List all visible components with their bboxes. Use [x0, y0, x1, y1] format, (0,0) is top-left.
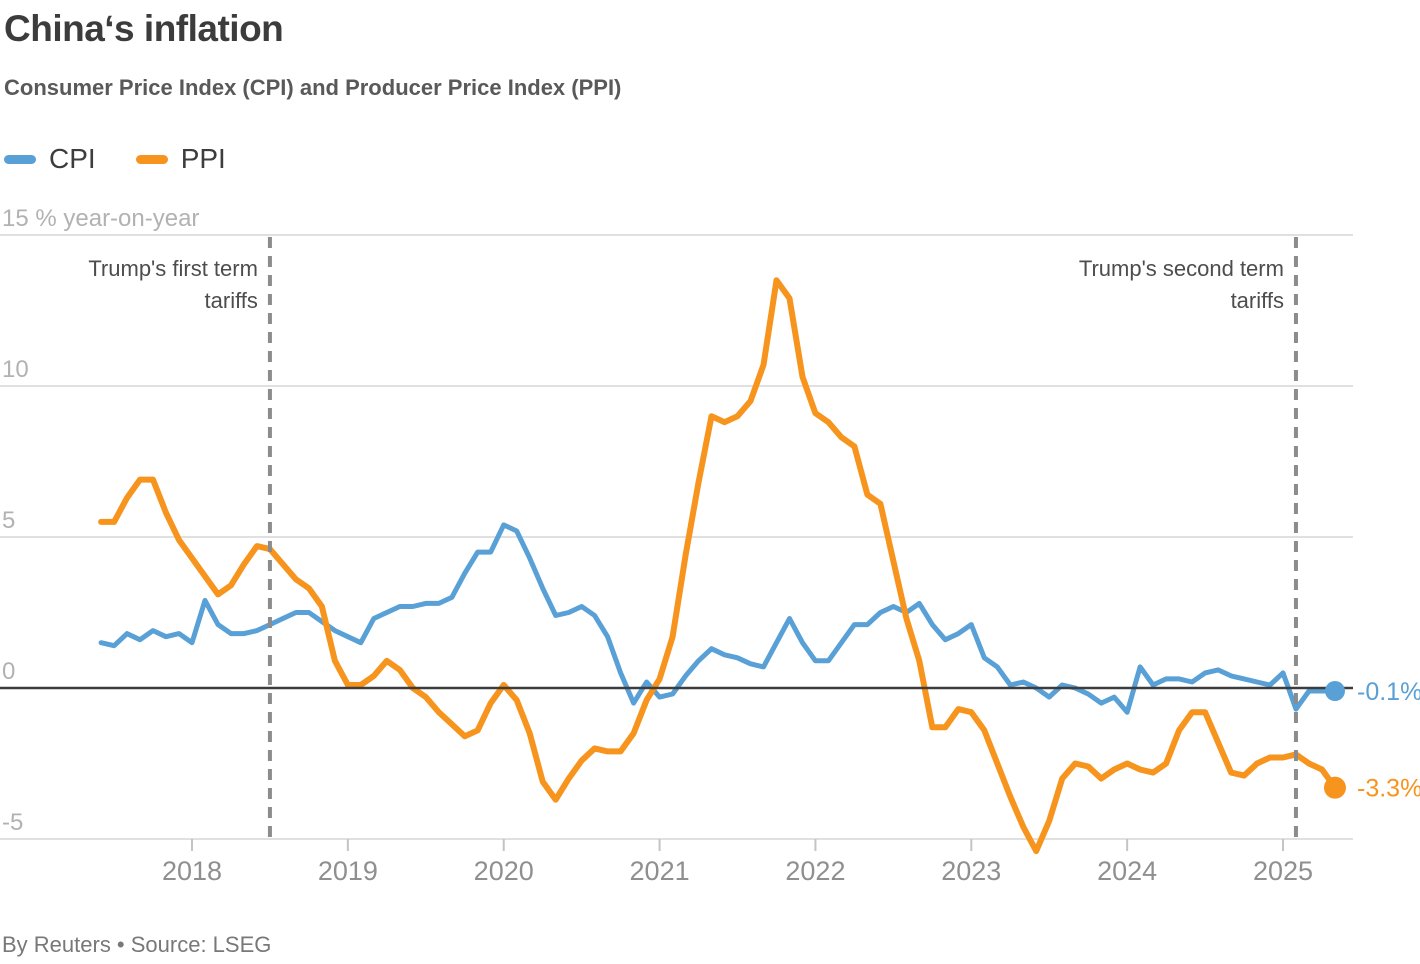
ppi-end-value-label: -3.3%: [1357, 775, 1420, 803]
chart-legend: CPI PPI: [4, 143, 226, 175]
chart-title: China‘s inflation: [4, 8, 284, 49]
x-axis-label-2025: 2025: [1253, 856, 1313, 886]
x-axis-label-2020: 2020: [474, 856, 534, 886]
y-axis-label-0: 0: [2, 658, 15, 685]
cpi-end-value-label: -0.1%: [1357, 678, 1420, 706]
legend-label-ppi: PPI: [180, 143, 226, 174]
x-axis-label-2022: 2022: [785, 856, 845, 886]
ppi-end-dot: [1323, 776, 1346, 799]
x-axis-label-2021: 2021: [630, 856, 690, 886]
chart-footer: By Reuters • Source: LSEG: [2, 932, 272, 957]
ppi-line: [98, 277, 1338, 855]
y-axis-label-5: 5: [2, 507, 15, 534]
annotation-second-term-line1: Trump's second term: [1079, 256, 1284, 281]
x-axis-label-2019: 2019: [318, 856, 378, 886]
ppi-line-swatch-icon: [135, 154, 168, 164]
annotation-first-term-line1: Trump's first term: [88, 256, 258, 281]
annotation-second-term-line2: tariffs: [1231, 288, 1284, 313]
x-axis-label-2023: 2023: [941, 856, 1001, 886]
cpi-line: [98, 522, 1338, 715]
legend-item-cpi: CPI: [4, 143, 96, 175]
y-axis-label--5: -5: [2, 809, 23, 836]
annotation-first-term-line2: tariffs: [205, 288, 258, 313]
cpi-line-swatch-icon: [4, 154, 36, 164]
y-axis-label-15: 15 % year-on-year: [2, 205, 199, 232]
cpi-end-dot: [1324, 681, 1345, 702]
chart-subtitle: Consumer Price Index (CPI) and Producer …: [4, 75, 622, 100]
x-axis-label-2018: 2018: [162, 856, 222, 886]
x-axis-label-2024: 2024: [1097, 856, 1157, 886]
legend-item-ppi: PPI: [135, 143, 226, 175]
y-axis-label-10: 10: [2, 356, 29, 383]
legend-label-cpi: CPI: [49, 143, 96, 174]
